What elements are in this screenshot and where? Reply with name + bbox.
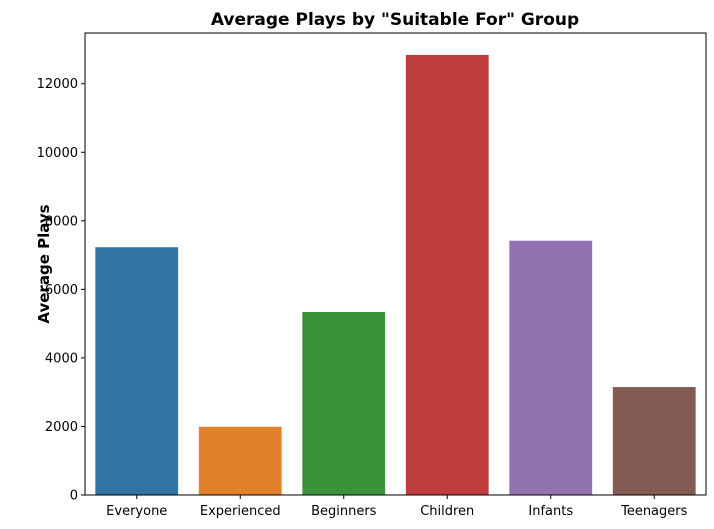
x-tick-label: Children xyxy=(420,504,474,519)
bar-everyone xyxy=(95,247,179,495)
y-tick-label: 2000 xyxy=(45,420,78,435)
y-tick-label: 0 xyxy=(70,489,78,504)
x-tick-label: Beginners xyxy=(311,504,377,519)
y-tick-label: 12000 xyxy=(37,77,78,92)
bars-group xyxy=(95,54,696,495)
bar-infants xyxy=(509,240,593,495)
y-tick-label: 4000 xyxy=(45,351,78,366)
y-axis-label: Average Plays xyxy=(35,204,53,323)
y-tick-label: 10000 xyxy=(37,146,78,161)
y-ticks-group: 0 2000 4000 6000 8000 10000 12000 xyxy=(37,77,85,504)
chart-title: Average Plays by "Suitable For" Group xyxy=(211,10,579,30)
x-tick-label: Everyone xyxy=(106,504,167,519)
bar-experienced xyxy=(198,426,282,495)
plot-frame xyxy=(84,32,707,496)
bar-teenagers xyxy=(612,387,696,495)
x-tick-label: Experienced xyxy=(200,504,281,519)
bar-children xyxy=(405,54,489,495)
y-tick-label: 8000 xyxy=(45,214,78,229)
bar-beginners xyxy=(302,311,386,495)
x-ticks-group: Everyone Experienced Beginners Children Infa… xyxy=(106,495,688,519)
y-tick-label: 6000 xyxy=(45,283,78,298)
x-tick-label: Teenagers xyxy=(620,504,688,519)
x-tick-label: Infants xyxy=(528,504,573,519)
